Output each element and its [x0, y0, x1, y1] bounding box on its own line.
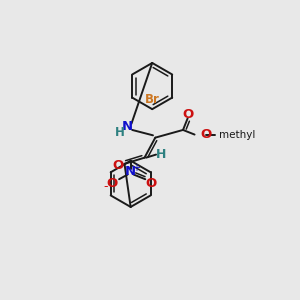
- Text: O: O: [145, 177, 156, 190]
- Text: N: N: [122, 120, 133, 134]
- Text: methyl: methyl: [219, 130, 256, 140]
- Text: N: N: [125, 165, 136, 178]
- Text: +: +: [132, 163, 140, 173]
- Text: O: O: [113, 159, 124, 172]
- Text: O: O: [200, 128, 211, 141]
- Text: -: -: [104, 180, 108, 194]
- Text: O: O: [106, 177, 118, 190]
- Text: Br: Br: [145, 93, 160, 106]
- Text: H: H: [156, 148, 167, 161]
- Text: H: H: [115, 126, 125, 139]
- Text: O: O: [183, 108, 194, 121]
